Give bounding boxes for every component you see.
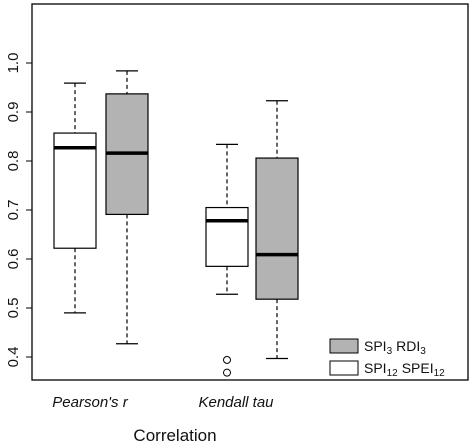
y-tick-label: 1.0 [5,53,22,74]
legend-label-spi12-spei12-base1: SPI [364,360,387,376]
outlier-point [223,368,231,377]
x-axis: Pearson's r Kendall tau [52,394,274,411]
y-tick-label: 0.6 [5,249,22,270]
legend-label-spi12-spei12-base2: SPEI [402,360,434,376]
box-iqr [255,157,299,300]
legend-label-spi3-rdi3-base2: RDI [396,338,420,354]
legend-label-spi3-rdi3-sub2: 3 [420,346,426,357]
y-tick-label: 0.4 [5,347,22,368]
y-axis: 0.4 0.5 0.6 0.7 0.8 0.9 1.0 [5,53,32,368]
legend-label-spi3-rdi3-sub1: 3 [387,346,393,357]
legend-swatch-spi3-rdi3 [329,338,359,354]
box-iqr [53,132,97,249]
box-0-1 [205,143,249,377]
plot-frame [31,3,469,381]
x-category-label: Kendall tau [198,394,274,411]
outlier-point [223,355,231,364]
legend-label-spi12-spei12-sub2: 12 [434,368,446,379]
legend-label-spi3-rdi3-base1: SPI [364,338,387,354]
legend-label-spi12-spei12: SPI12 SPEI12 [364,360,445,379]
y-tick-label: 0.8 [5,151,22,172]
legend-swatch-spi12-spei12 [329,360,359,376]
boxes [53,70,299,377]
x-category-label: Pearson's r [52,394,128,411]
legend-label-spi3-rdi3: SPI3 RDI3 [364,338,426,357]
box-0-0 [53,82,97,314]
y-tick-label: 0.9 [5,102,22,123]
box-iqr [205,206,249,267]
y-tick-label: 0.5 [5,298,22,319]
y-tick-label: 0.7 [5,200,22,221]
box-1-0 [105,70,149,345]
x-axis-title: Correlation [133,426,216,444]
box-1-1 [255,100,299,360]
legend-label-spi12-spei12-sub1: 12 [387,368,399,379]
legend: SPI3 RDI3 SPI12 SPEI12 [329,338,445,379]
